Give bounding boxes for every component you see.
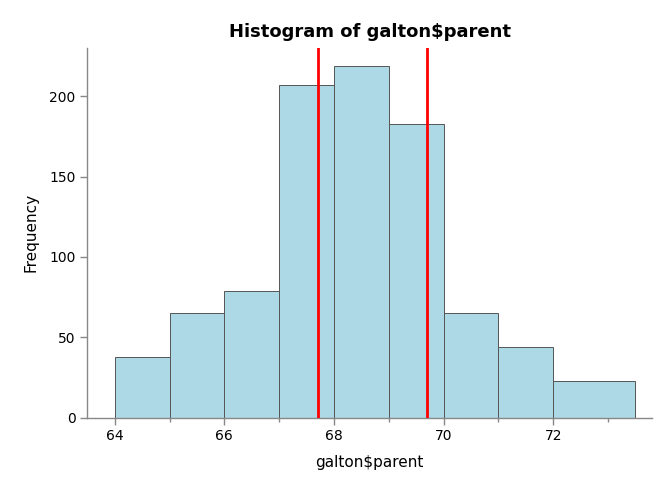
Bar	[499, 347, 553, 418]
X-axis label: galton$parent: galton$parent	[315, 455, 424, 469]
Title: Histogram of galton$parent: Histogram of galton$parent	[228, 23, 511, 41]
Bar	[334, 66, 389, 418]
Y-axis label: Frequency: Frequency	[23, 193, 38, 272]
Bar	[553, 381, 636, 418]
Bar	[224, 291, 279, 418]
Bar	[279, 85, 334, 418]
Bar	[169, 313, 224, 418]
Bar	[444, 313, 499, 418]
Bar	[389, 123, 444, 418]
Bar	[115, 357, 169, 418]
